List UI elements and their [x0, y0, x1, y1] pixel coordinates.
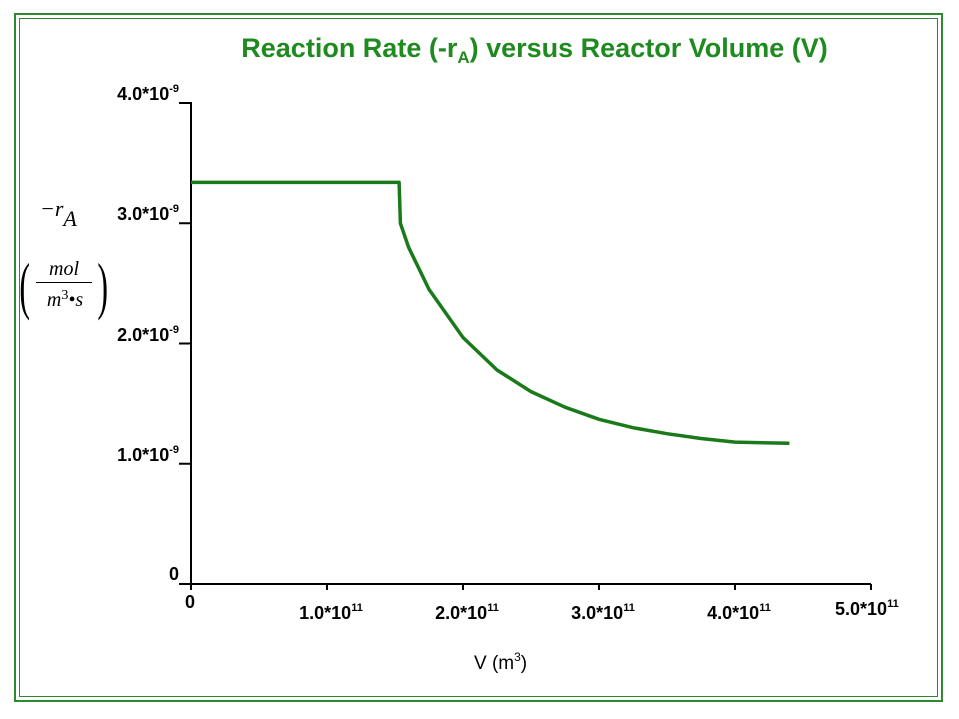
x-axis-label: V (m3) — [474, 650, 527, 675]
title-subscript: A — [457, 48, 470, 67]
x-label-close: ) — [520, 653, 528, 674]
x-label-base: V (m — [474, 653, 515, 674]
den-base: m — [46, 289, 62, 311]
den-exp: 3 — [61, 288, 69, 303]
inner-frame — [19, 18, 938, 697]
y-tick-label: 2.0*10-9 — [117, 323, 179, 345]
y-axis-symbol: −rA — [40, 196, 77, 231]
y-symbol-text: −r — [40, 196, 64, 221]
y-tick-label: 3.0*10-9 — [117, 203, 179, 225]
chart-title: Reaction Rate (-rA) versus Reactor Volum… — [0, 33, 959, 68]
y-symbol-subscript: A — [63, 206, 77, 231]
title-suffix: ) versus Reactor Volume (V) — [469, 33, 828, 63]
x-label-exp: 3 — [514, 650, 521, 664]
outer-frame — [14, 13, 943, 702]
x-tick-label: 4.0*1011 — [707, 602, 771, 623]
y-tick-label: 1.0*10-9 — [117, 443, 179, 465]
x-tick-label: 1.0*1011 — [299, 602, 363, 623]
den-rest: •s — [68, 289, 84, 311]
y-axis-units: ( mol m3•s ) — [19, 250, 108, 321]
series-line — [191, 180, 790, 446]
x-tick-label: 5.0*1011 — [835, 598, 899, 619]
y-tick-label: 4.0*10-9 — [117, 83, 179, 104]
y-tick-label: 0 — [168, 564, 179, 584]
x-tick-label: 3.0*1011 — [571, 602, 635, 623]
right-paren: ) — [97, 250, 108, 321]
left-paren: ( — [19, 250, 30, 321]
units-denominator: m3•s — [32, 288, 98, 312]
units-numerator: mol — [36, 258, 92, 283]
x-tick-label: 2.0*1011 — [435, 602, 499, 623]
title-prefix: Reaction Rate (-r — [241, 33, 458, 63]
x-tick-label: 0 — [185, 592, 196, 612]
